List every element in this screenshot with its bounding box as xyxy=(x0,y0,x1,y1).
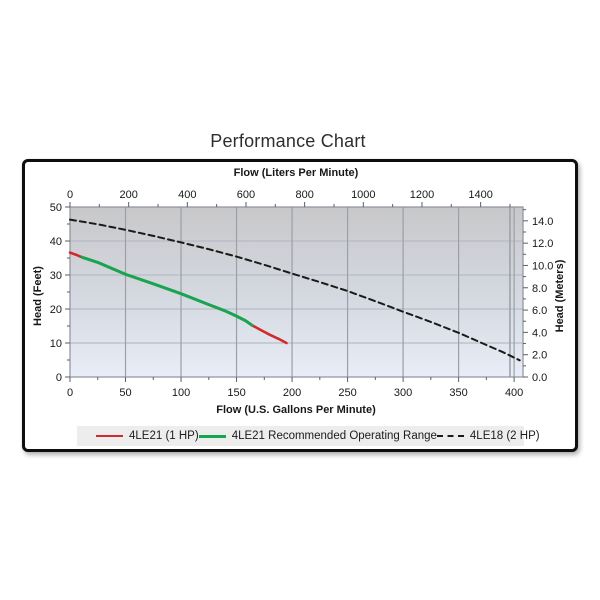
svg-text:100: 100 xyxy=(172,387,190,399)
legend-item-4le21-recommended-range: 4LE21 Recommended Operating Range xyxy=(198,430,437,442)
chart-frame: 0 50 100 150 200 250 300 350 400 0 200 400 600 800 100… xyxy=(22,159,578,452)
left-axis-title: Head (Feet) xyxy=(32,266,44,326)
bottom-axis-title: Flow (U.S. Gallons Per Minute) xyxy=(216,404,376,416)
svg-text:12.0: 12.0 xyxy=(532,238,553,250)
svg-text:200: 200 xyxy=(119,189,137,201)
svg-text:6.0: 6.0 xyxy=(532,305,547,317)
svg-text:200: 200 xyxy=(283,387,301,399)
svg-text:30: 30 xyxy=(50,270,62,282)
right-axis-title: Head (Meters) xyxy=(554,259,566,332)
dashed-line-swatch xyxy=(436,435,464,437)
legend-item-4le21: 4LE21 (1 HP) xyxy=(96,430,199,442)
svg-text:8.0: 8.0 xyxy=(532,283,547,295)
svg-text:1200: 1200 xyxy=(410,189,434,201)
green-line-swatch xyxy=(198,434,226,438)
svg-text:40: 40 xyxy=(50,236,62,248)
chart-legend: 4LE21 (1 HP) 4LE21 Recommended Operating… xyxy=(77,426,540,446)
svg-text:0: 0 xyxy=(67,189,73,201)
svg-text:250: 250 xyxy=(338,387,356,399)
svg-text:1000: 1000 xyxy=(351,189,375,201)
svg-text:50: 50 xyxy=(50,202,62,214)
svg-text:350: 350 xyxy=(449,387,467,399)
legend-label: 4LE21 Recommended Operating Range xyxy=(231,430,437,442)
svg-text:2.0: 2.0 xyxy=(532,350,547,362)
svg-text:1400: 1400 xyxy=(468,189,492,201)
svg-text:50: 50 xyxy=(119,387,131,399)
red-line-swatch xyxy=(96,435,123,437)
legend-item-4le18: 4LE18 (2 HP) xyxy=(436,430,540,442)
svg-text:300: 300 xyxy=(394,387,412,399)
svg-text:600: 600 xyxy=(237,189,255,201)
svg-text:800: 800 xyxy=(295,189,313,201)
svg-text:10: 10 xyxy=(50,338,62,350)
svg-text:150: 150 xyxy=(227,387,245,399)
svg-text:0.0: 0.0 xyxy=(532,372,547,384)
legend-label: 4LE21 (1 HP) xyxy=(129,430,199,442)
top-axis-title: Flow (Liters Per Minute) xyxy=(234,167,359,179)
svg-text:0: 0 xyxy=(56,372,62,384)
svg-text:10.0: 10.0 xyxy=(532,260,553,272)
svg-text:0: 0 xyxy=(67,387,73,399)
svg-text:400: 400 xyxy=(178,189,196,201)
svg-text:4.0: 4.0 xyxy=(532,327,547,339)
page-title: Performance Chart xyxy=(210,131,366,151)
svg-text:14.0: 14.0 xyxy=(532,216,553,228)
svg-text:400: 400 xyxy=(505,387,523,399)
legend-label: 4LE18 (2 HP) xyxy=(469,430,540,442)
svg-text:20: 20 xyxy=(50,304,62,316)
